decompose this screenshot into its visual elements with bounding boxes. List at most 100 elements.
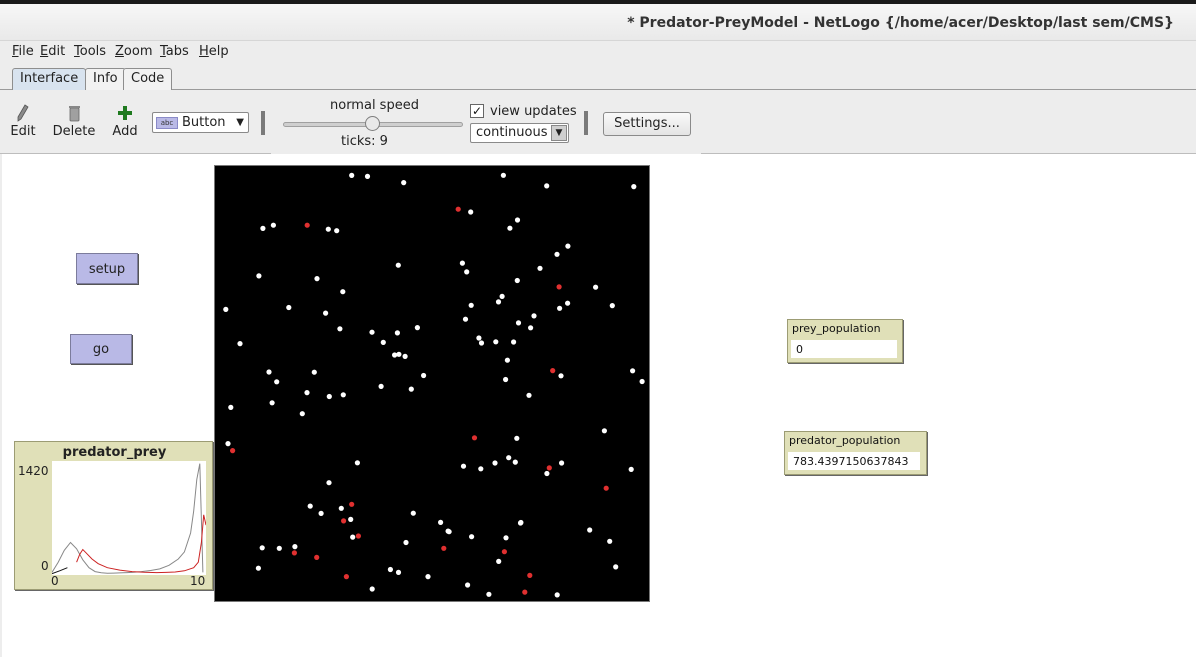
prey-agent [476,335,482,341]
plot-ymax-label: 1420 [18,464,49,478]
delete-button[interactable]: Delete [52,104,96,139]
prey-agent [559,460,565,466]
prey-agent [507,225,513,231]
prey-agent [414,325,420,331]
widget-type-dropdown[interactable]: abc Button ▼ [152,112,249,133]
predator-agent [230,448,236,454]
prey-agent [464,269,470,275]
widget-type-value: Button [182,115,226,130]
prey-agent [518,519,524,526]
prey-agent [378,383,384,389]
prey-agent [304,390,310,396]
menu-tools[interactable]: Tools [74,44,107,59]
prey-agent [292,544,298,550]
menu-file[interactable]: File [12,44,34,59]
plot-series-line-2 [51,567,68,575]
prey-agent [425,574,431,580]
prey-agent [587,527,593,533]
predator-agent [455,206,461,212]
prey-agent [558,373,564,379]
prey-agent [396,351,402,357]
prey-agent [269,400,275,406]
prey-population-monitor: prey_population 0 [787,319,903,363]
go-button[interactable]: go [70,334,132,364]
predator-agent [291,550,297,556]
prey-agent [369,586,375,592]
add-button[interactable]: Add [112,104,138,139]
prey-agent [395,569,402,575]
prey-agent [401,180,407,186]
settings-button[interactable]: Settings... [603,112,691,136]
screen-top-edge [0,0,1196,4]
menu-edit[interactable]: Edit [40,44,66,59]
prey-agent [503,376,509,383]
prey-agent [460,463,467,469]
prey-agent [364,173,371,179]
predator-agent [603,485,609,491]
prey-agent [311,369,317,375]
prey-agent [631,184,637,190]
prey-population-value: 0 [791,340,897,358]
chevron-down-icon: ▼ [236,117,244,128]
prey-agent [601,428,607,434]
menu-tabs[interactable]: Tabs [160,44,189,59]
ticks-counter: ticks: 9 [341,134,388,149]
speed-slider-handle[interactable] [365,116,380,131]
prey-agent [338,505,344,511]
predator-agent [527,572,533,578]
prey-agent [402,353,408,359]
prey-agent [459,260,465,266]
prey-agent [512,459,518,465]
prey-agent [276,545,282,551]
prey-agent [354,460,360,466]
prey-agent [554,251,560,257]
edit-button-label: Edit [10,124,36,139]
interface-toolbar: Edit Delete Add abc Button ▼ normal spee… [0,90,1196,154]
menu-zoom[interactable]: Zoom [115,44,153,59]
checkmark-icon: ✓ [471,104,483,118]
prey-agent [392,352,398,358]
menu-help[interactable]: Help [199,44,229,59]
prey-agent [340,289,346,295]
prey-agent [493,339,499,345]
prey-agent [237,341,243,347]
prey-agent [504,357,510,363]
tab-info[interactable]: Info [85,68,126,90]
tab-code[interactable]: Code [123,68,173,90]
prey-agent [446,529,452,535]
edit-button[interactable]: Edit [10,104,36,139]
update-mode-dropdown[interactable]: continuous ▼ [470,123,569,143]
prey-agent [607,538,613,544]
trash-icon [52,104,96,124]
plot-xmin-label: 0 [51,574,59,588]
prey-agent [403,539,409,546]
predator-agent [550,368,556,374]
prey-agent [259,545,265,551]
prey-agent [514,217,521,223]
view-updates-checkbox[interactable]: ✓ [470,104,484,118]
predator-agent [522,589,528,595]
predator-agent [355,533,361,539]
prey-agent [565,300,571,306]
prey-agent [223,306,229,312]
prey-agent [609,303,615,309]
prey-agent [395,262,401,268]
setup-button[interactable]: setup [76,253,138,284]
predator-agent [441,545,447,551]
prey-population-label: prey_population [792,322,881,335]
prey-agent [286,304,292,311]
view-updates-label: view updates [490,104,577,119]
predator-agent [471,435,478,441]
world-view[interactable] [214,165,650,602]
predator-agent [343,574,349,580]
plot-title: predator_prey [62,445,167,460]
plot-xmax-label: 10 [190,574,206,588]
prey-agent [274,379,280,385]
prey-agent [514,435,520,441]
plot-ymin-label: 0 [41,559,49,573]
tab-interface[interactable]: Interface [12,68,87,90]
prey-agent [515,320,522,326]
prey-agent [468,209,474,215]
plot-series-line-0 [51,463,204,574]
prey-agent [307,503,313,509]
